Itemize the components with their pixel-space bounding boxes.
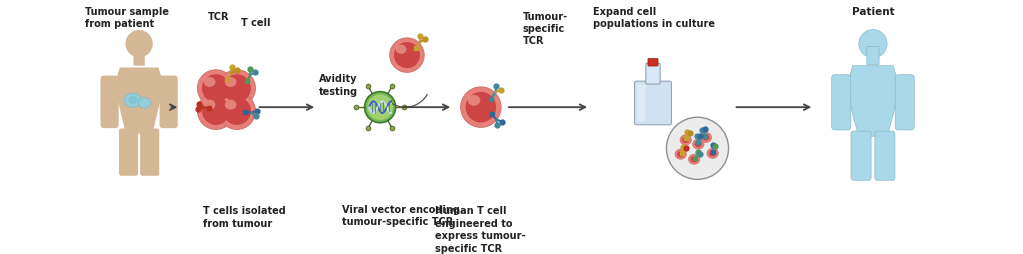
Ellipse shape xyxy=(204,78,216,88)
Ellipse shape xyxy=(460,88,501,128)
Polygon shape xyxy=(115,68,164,134)
Ellipse shape xyxy=(124,94,142,108)
Ellipse shape xyxy=(225,78,236,88)
FancyBboxPatch shape xyxy=(160,76,178,129)
FancyBboxPatch shape xyxy=(634,82,671,125)
FancyBboxPatch shape xyxy=(140,129,160,176)
Ellipse shape xyxy=(707,149,718,159)
Ellipse shape xyxy=(677,151,684,158)
Ellipse shape xyxy=(390,39,425,73)
Ellipse shape xyxy=(396,45,406,55)
Ellipse shape xyxy=(691,156,698,163)
FancyBboxPatch shape xyxy=(133,49,145,67)
Circle shape xyxy=(126,31,152,58)
Text: Tumour-
specific
TCR: Tumour- specific TCR xyxy=(523,12,568,46)
Ellipse shape xyxy=(682,137,690,144)
FancyBboxPatch shape xyxy=(875,132,895,181)
Ellipse shape xyxy=(219,71,256,107)
Text: Expand cell
populations in culture: Expand cell populations in culture xyxy=(592,7,714,29)
Text: Avidity
testing: Avidity testing xyxy=(319,74,358,96)
FancyBboxPatch shape xyxy=(851,132,871,181)
Ellipse shape xyxy=(394,43,420,69)
Ellipse shape xyxy=(680,135,692,145)
Text: Patient: Patient xyxy=(852,7,894,17)
Text: Viral vector encoding
tumour-specific TCR: Viral vector encoding tumour-specific TC… xyxy=(343,204,460,226)
Ellipse shape xyxy=(695,141,702,148)
Text: T cells isolated
from tumour: T cells isolated from tumour xyxy=(203,205,285,228)
Ellipse shape xyxy=(223,98,251,125)
Ellipse shape xyxy=(223,75,251,103)
Circle shape xyxy=(367,95,393,120)
Text: T cell: T cell xyxy=(240,18,270,28)
Circle shape xyxy=(666,118,728,180)
Text: Tumour sample
from patient: Tumour sample from patient xyxy=(85,7,170,29)
FancyBboxPatch shape xyxy=(832,75,851,130)
FancyBboxPatch shape xyxy=(648,59,658,67)
Ellipse shape xyxy=(700,133,712,143)
Ellipse shape xyxy=(197,93,234,130)
FancyBboxPatch shape xyxy=(895,75,915,130)
Ellipse shape xyxy=(219,93,256,130)
Circle shape xyxy=(364,92,396,123)
Ellipse shape xyxy=(709,151,716,157)
Ellipse shape xyxy=(693,139,704,150)
Ellipse shape xyxy=(703,135,709,141)
Ellipse shape xyxy=(675,150,686,160)
Ellipse shape xyxy=(202,75,230,103)
Ellipse shape xyxy=(465,92,496,123)
FancyBboxPatch shape xyxy=(646,64,660,85)
Polygon shape xyxy=(846,67,899,137)
Text: Human T cell
engineered to
express tumour-
specific TCR: Human T cell engineered to express tumou… xyxy=(435,205,525,253)
Ellipse shape xyxy=(225,100,236,110)
Ellipse shape xyxy=(204,100,216,110)
Ellipse shape xyxy=(197,71,234,107)
FancyBboxPatch shape xyxy=(100,76,119,129)
FancyBboxPatch shape xyxy=(119,129,138,176)
Text: TCR: TCR xyxy=(208,12,229,22)
FancyBboxPatch shape xyxy=(637,85,646,122)
Ellipse shape xyxy=(202,98,230,125)
Circle shape xyxy=(859,30,887,59)
Ellipse shape xyxy=(129,97,137,105)
FancyBboxPatch shape xyxy=(866,47,879,66)
Ellipse shape xyxy=(468,96,481,106)
Ellipse shape xyxy=(688,155,700,165)
Ellipse shape xyxy=(138,98,150,109)
